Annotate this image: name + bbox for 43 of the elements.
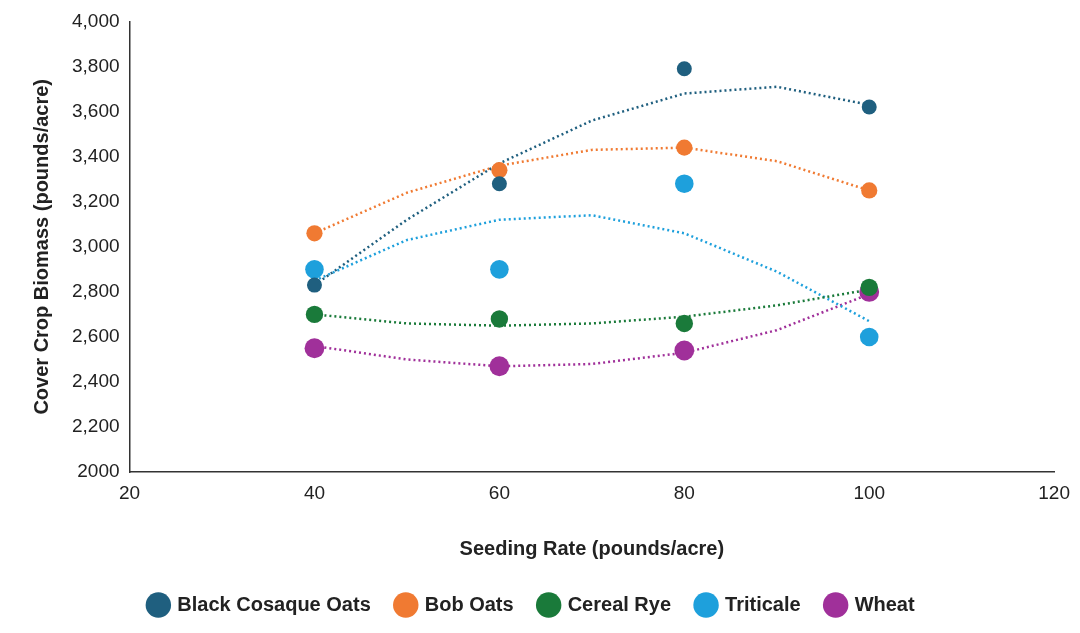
- point: [305, 305, 324, 324]
- point: [674, 340, 695, 361]
- point: [861, 182, 878, 199]
- point: [491, 176, 507, 192]
- legend-label: Cereal Rye: [567, 592, 672, 615]
- point: [861, 99, 877, 115]
- point: [306, 225, 323, 242]
- y-tick-label: 2,200: [72, 415, 120, 437]
- x-axis-title: Seeding Rate (pounds/acre): [459, 536, 725, 559]
- legend-label: Triticale: [725, 592, 801, 615]
- point: [860, 278, 878, 297]
- y-tick-label: 4,000: [72, 9, 120, 31]
- legend-label: Black Cosaque Oats: [177, 592, 371, 615]
- y-tick-label: 3,000: [72, 235, 120, 257]
- x-tick-label: 20: [118, 481, 141, 503]
- point: [306, 277, 322, 293]
- x-tick-label: 40: [303, 481, 326, 503]
- point: [491, 162, 508, 179]
- y-tick-label: 2000: [77, 460, 120, 482]
- point: [675, 174, 694, 193]
- y-tick-label: 2,600: [72, 325, 120, 347]
- point: [676, 139, 693, 156]
- point: [489, 356, 510, 377]
- point: [305, 260, 324, 279]
- y-tick-label: 3,400: [72, 144, 120, 166]
- y-tick-label: 2,800: [72, 280, 120, 302]
- y-axis-title: Cover Crop Biomass (pounds/acre): [29, 78, 52, 415]
- point: [675, 314, 694, 333]
- x-tick-label: 100: [853, 481, 886, 503]
- x-tick-label: 120: [1038, 481, 1070, 503]
- y-tick-label: 3,800: [72, 54, 120, 76]
- y-tick-label: 3,600: [72, 99, 120, 121]
- point: [676, 61, 692, 77]
- y-tick-label: 3,200: [72, 189, 120, 211]
- point: [490, 310, 509, 328]
- point: [859, 327, 879, 347]
- x-tick-label: 80: [673, 481, 695, 503]
- point: [304, 338, 325, 359]
- y-tick-label: 2,400: [72, 370, 120, 392]
- legend-label: Bob Oats: [424, 592, 514, 615]
- legend-label: Wheat: [854, 592, 915, 615]
- point: [490, 260, 509, 279]
- x-tick-label: 60: [488, 481, 510, 503]
